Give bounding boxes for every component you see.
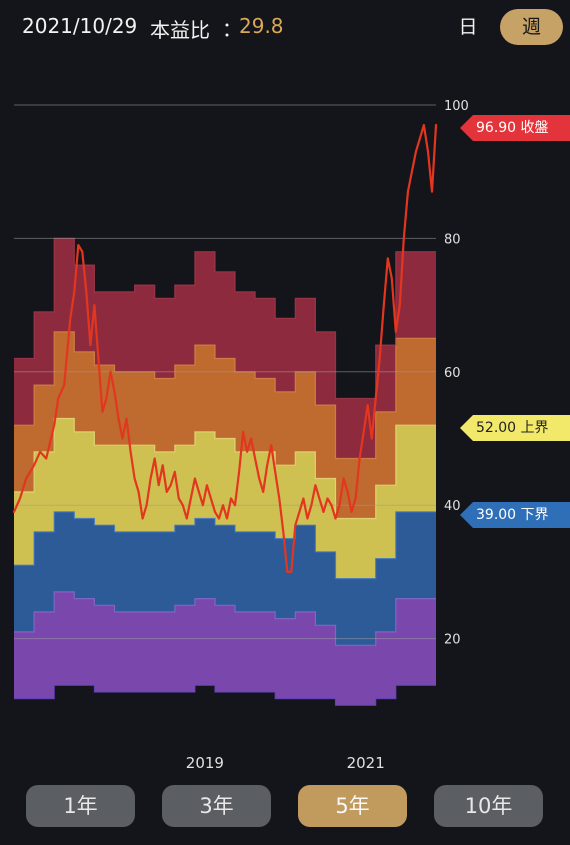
pe-band-4 xyxy=(14,331,436,519)
pe-band-3 xyxy=(14,418,436,579)
pe-ratio-value: 29.8 xyxy=(239,14,284,38)
frequency-day-button[interactable]: 日 xyxy=(458,16,478,38)
y-tick-label: 60 xyxy=(444,366,461,381)
pe-band-2 xyxy=(14,511,436,646)
band-boundary-3 xyxy=(14,417,436,520)
period-1y-button[interactable]: 1年 xyxy=(26,785,135,827)
pe-band-5 xyxy=(14,238,436,459)
pe-band-chart: 20 40 60 80 100 2019 2021 xyxy=(12,99,469,772)
period-3y-button[interactable]: 3年 xyxy=(162,785,271,827)
pe-ratio-label: 本益比 xyxy=(150,18,210,42)
lower-bound-tag: 39.00 下界 xyxy=(460,502,570,528)
frequency-week-button[interactable]: 週 xyxy=(500,9,563,45)
band-boundary-2 xyxy=(14,511,436,580)
period-10y-button[interactable]: 10年 xyxy=(434,785,543,827)
pe-band-1 xyxy=(14,591,436,706)
header-date: 2021/10/29 xyxy=(22,14,138,38)
y-tick-label: 80 xyxy=(444,232,461,247)
y-tick-label: 20 xyxy=(444,633,461,648)
x-tick-label: 2021 xyxy=(347,754,385,772)
band-boundary-5 xyxy=(14,237,436,400)
period-5y-button[interactable]: 5年 xyxy=(298,785,407,827)
close-price-tag: 96.90 收盤 xyxy=(460,115,570,141)
pe-ratio-colon: ： xyxy=(222,17,242,41)
band-boundary-0 xyxy=(14,684,436,706)
y-tick-label: 40 xyxy=(444,499,461,514)
x-tick-label: 2019 xyxy=(186,754,224,772)
band-boundary-1 xyxy=(14,591,436,646)
upper-bound-tag: 52.00 上界 xyxy=(460,415,570,441)
band-boundary-4 xyxy=(14,331,436,460)
close-price-line xyxy=(12,123,438,573)
y-tick-label: 100 xyxy=(444,99,469,114)
